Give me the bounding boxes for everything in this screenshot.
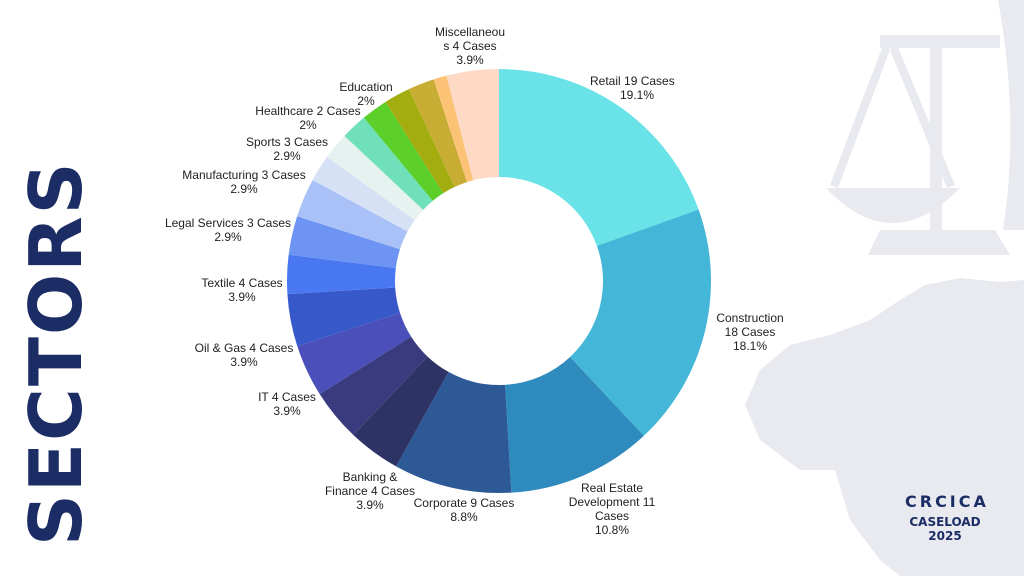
donut-slices — [287, 69, 711, 493]
crcica-caseload-badge: CRCICA CASELOAD 2025 — [905, 492, 989, 543]
caseload-year: 2025 — [928, 529, 962, 543]
donut-slice — [319, 336, 428, 436]
africa-map-icon — [745, 278, 1024, 576]
slice-label: Miscellaneou s 4 Cases 3.9% — [435, 25, 505, 67]
slice-labels: Retail 19 Cases 19.1% Construction 18 Cases… — [165, 25, 784, 537]
caseload-label: CASELOAD — [909, 515, 981, 529]
donut-slice — [344, 117, 433, 210]
scales-of-justice-icon — [826, 0, 1024, 255]
donut-slice — [385, 89, 455, 194]
donut-slice — [288, 216, 400, 269]
slice-label: Retail 19 Cases 19.1% — [590, 74, 675, 102]
slice-label: Manufacturing 3 Cases 2.9% — [182, 168, 305, 196]
donut-slice — [408, 79, 467, 187]
donut-slice — [353, 356, 449, 467]
donut-slice — [499, 69, 699, 246]
slice-label: Sports 3 Cases 2.9% — [246, 135, 328, 163]
donut-slice — [396, 371, 512, 493]
slice-label: Healthcare 2 Cases 2% — [255, 104, 360, 132]
donut-slice — [363, 101, 444, 201]
slice-label: Textile 4 Cases 3.9% — [201, 276, 282, 304]
donut-slice — [570, 209, 711, 436]
slice-label: Real Estate Development 11 Cases 10.8% — [569, 481, 656, 537]
donut-slice — [297, 179, 408, 250]
donut-slice — [312, 156, 415, 232]
donut-slice — [287, 287, 401, 347]
crcica-logo: CRCICA — [905, 492, 989, 511]
slice-label: Corporate 9 Cases 8.8% — [414, 496, 515, 524]
slice-label: Legal Services 3 Cases 2.9% — [165, 216, 291, 244]
donut-slice — [446, 69, 499, 181]
donut-slice — [505, 356, 644, 493]
donut-slice — [297, 312, 412, 395]
slice-label: Banking & Finance 4 Cases 3.9% — [325, 470, 415, 512]
slice-label: Education 2% — [339, 80, 392, 108]
donut-slice — [287, 254, 396, 295]
slice-label: IT 4 Cases 3.9% — [258, 390, 316, 418]
donut-slice — [327, 135, 424, 221]
donut-slice — [433, 75, 474, 183]
slice-label: Construction 18 Cases 18.1% — [716, 311, 783, 353]
slice-label: Oil & Gas 4 Cases 3.9% — [195, 341, 294, 369]
